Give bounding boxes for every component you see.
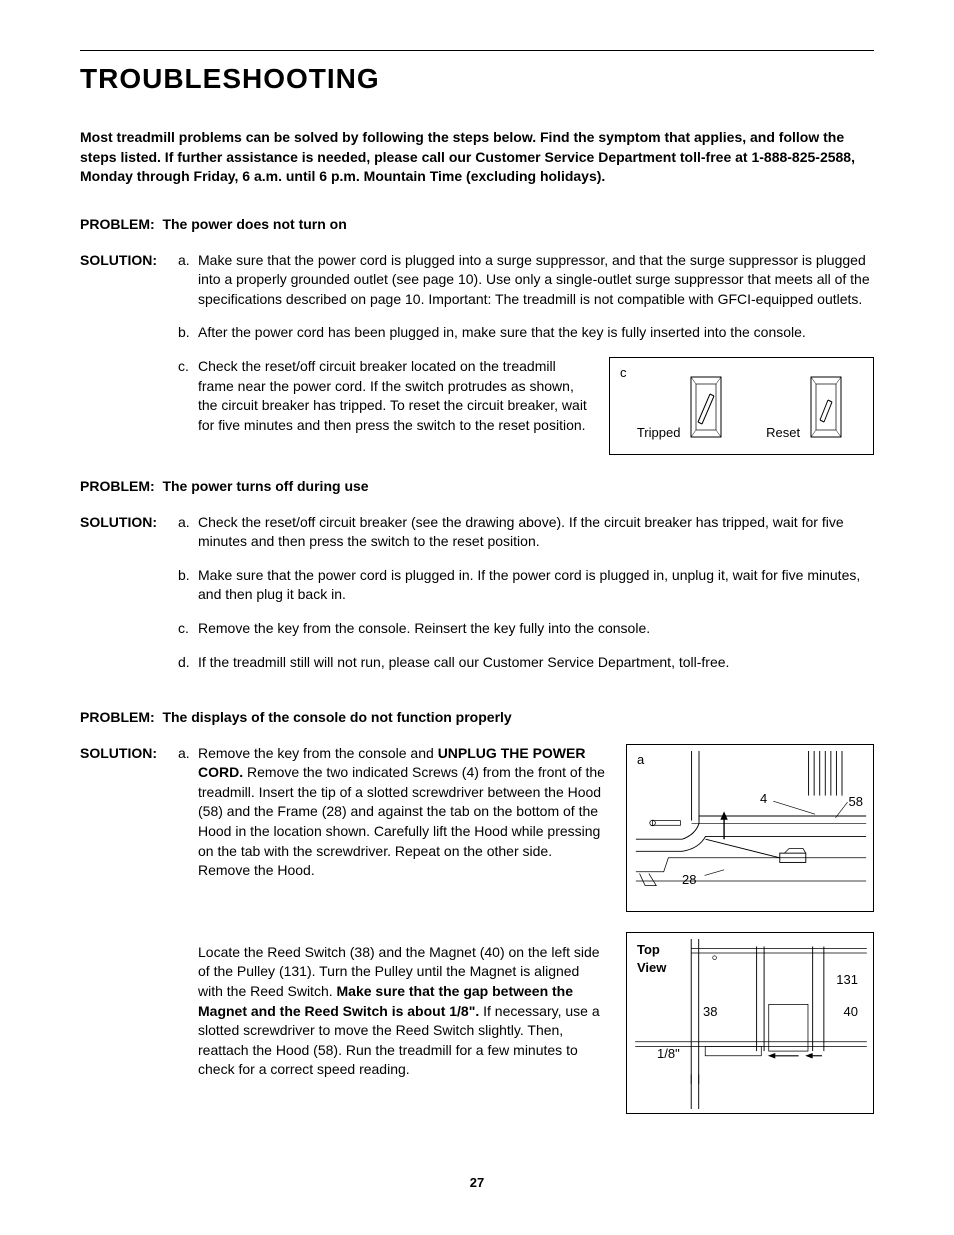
diagram-hood-removal: a 4 58 28	[626, 744, 874, 912]
solution-label: SOLUTION:	[80, 744, 178, 764]
solution-item: d. If the treadmill still will not run, …	[178, 653, 874, 673]
reset-breaker-icon	[806, 372, 846, 442]
solution-item: c. Check the reset/off circuit breaker l…	[178, 357, 589, 435]
solution-label: SOLUTION:	[80, 513, 178, 533]
page-title: TROUBLESHOOTING	[80, 59, 874, 98]
problem-2-heading: PROBLEM: The power turns off during use	[80, 477, 874, 497]
solution-item: c. Remove the key from the console. Rein…	[178, 619, 874, 639]
tripped-breaker-icon	[686, 372, 726, 442]
solution-item: a. Remove the key from the console and U…	[178, 744, 606, 881]
solution-item: a. Check the reset/off circuit breaker (…	[178, 513, 874, 552]
solution-item: b. After the power cord has been plugged…	[178, 323, 874, 343]
problem-1-heading: PROBLEM: The power does not turn on	[80, 215, 874, 235]
intro-text: Most treadmill problems can be solved by…	[80, 128, 874, 187]
diagram-circuit-breaker: c Tripped	[609, 357, 874, 455]
solution-item: Locate the Reed Switch (38) and the Magn…	[178, 943, 606, 1080]
solution-item: b. Make sure that the power cord is plug…	[178, 566, 874, 605]
solution-label: SOLUTION:	[80, 251, 178, 271]
problem-3-heading: PROBLEM: The displays of the console do …	[80, 708, 874, 728]
solution-item: a. Make sure that the power cord is plug…	[178, 251, 874, 310]
diagram-reed-switch: Top View 38 131 40 1/8"	[626, 932, 874, 1114]
page-number: 27	[80, 1174, 874, 1192]
